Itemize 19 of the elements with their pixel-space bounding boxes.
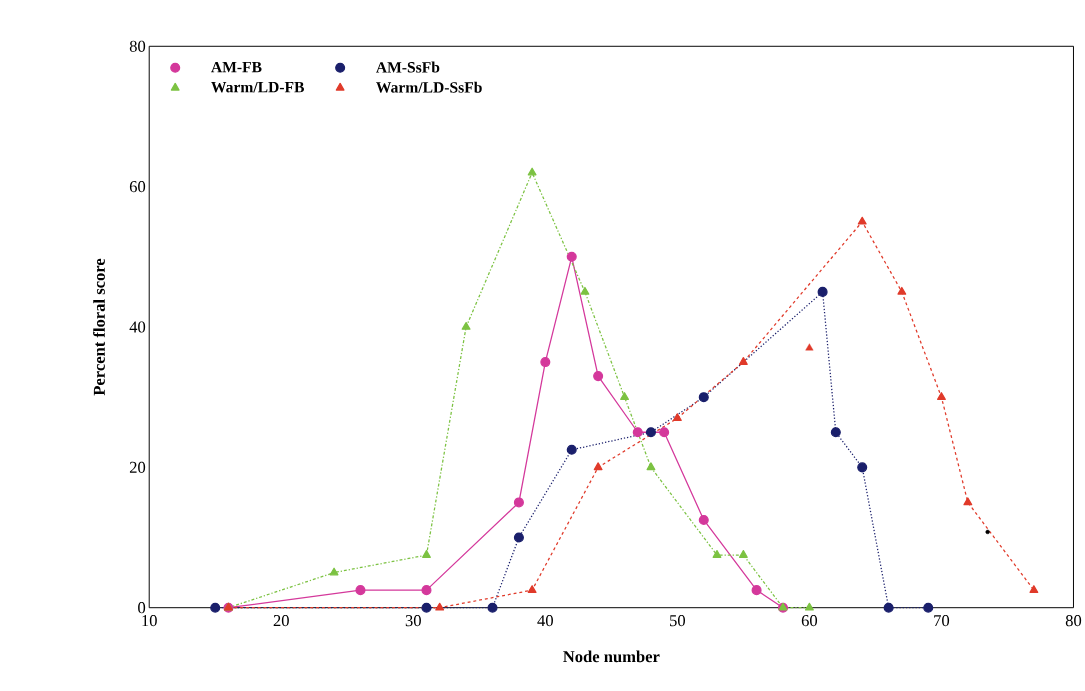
x-tick-label: 70 [934,615,950,627]
x-tick-label: 60 [801,615,818,627]
x-tick-label: 40 [537,615,553,627]
legend-label: Warm/LD-FB [211,82,305,93]
legend-label: AM-SsFb [376,61,440,73]
y-tick-label: 0 [138,602,146,614]
legend-label: AM-FB [211,62,262,73]
x-tick-label: 50 [670,615,686,627]
x-tick-label: 80 [1065,615,1082,627]
x-tick-label: 10 [142,615,157,627]
y-tick-label: 60 [129,181,146,193]
x-axis-title: Node number [563,650,660,663]
y-tick-label: 80 [129,40,146,53]
x-tick-label: 30 [405,615,421,627]
x-tick-label: 20 [273,615,289,627]
legend-label: Warm/LD-SsFb [376,81,482,93]
y-tick-label: 40 [129,321,146,333]
y-tick-label: 20 [129,462,146,474]
y-axis-title: Percent floral score [93,258,105,396]
